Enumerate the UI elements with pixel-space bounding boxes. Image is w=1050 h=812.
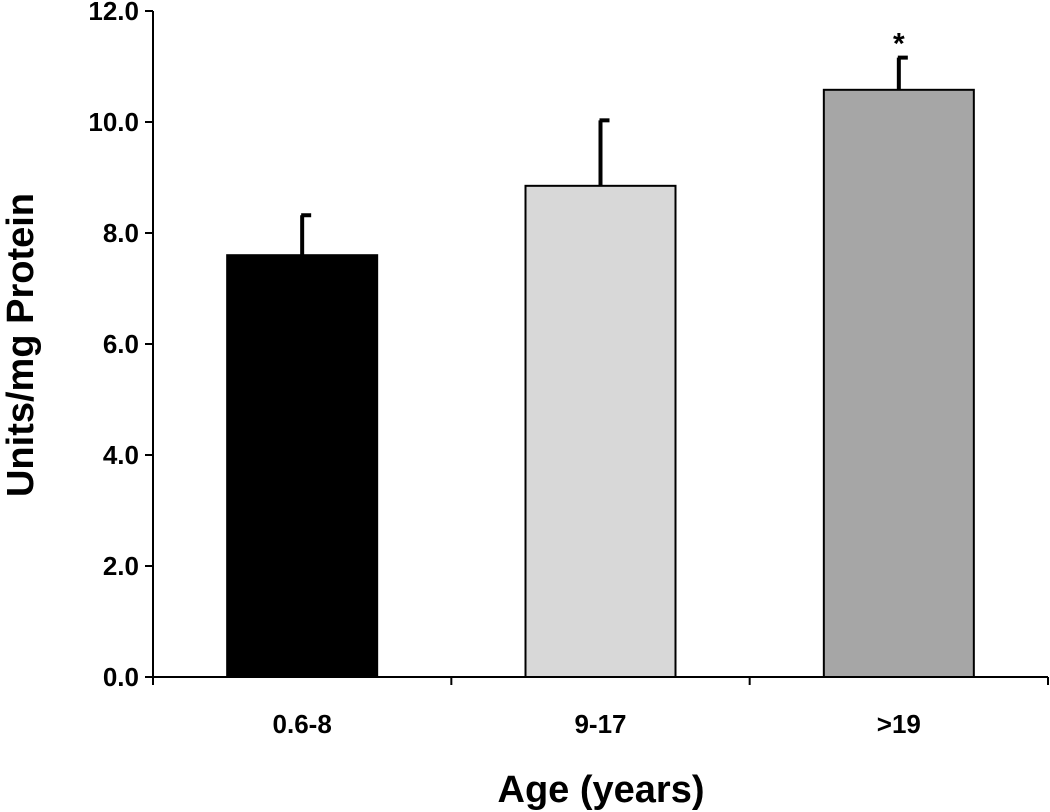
x-tick-label: 9-17: [574, 709, 626, 739]
y-axis-title: Units/mg Protein: [0, 193, 42, 497]
y-tick-label: 8.0: [103, 218, 139, 248]
error-bars: [300, 55, 908, 256]
bar: [822, 88, 975, 678]
y-tick-label: 10.0: [88, 107, 139, 137]
bar: [524, 184, 677, 678]
x-axis: 0.6-8 9-17 >19: [152, 676, 1049, 739]
y-tick-label: 0.0: [103, 662, 139, 692]
y-tick-label: 4.0: [103, 440, 139, 470]
y-tick-label: 2.0: [103, 551, 139, 581]
significance-marker: *: [893, 28, 905, 61]
x-tick-label: >19: [877, 709, 921, 739]
x-axis-title: Age (years): [498, 769, 705, 811]
y-tick-label: 12.0: [88, 0, 139, 26]
annotations: *: [893, 28, 905, 61]
x-tick-label: 0.6-8: [273, 709, 332, 739]
y-tick-label: 6.0: [103, 329, 139, 359]
bar: [226, 254, 379, 678]
y-axis: 0.0 2.0 4.0 6.0 8.0 10.0 12.0: [88, 0, 154, 692]
bars: [226, 88, 975, 678]
